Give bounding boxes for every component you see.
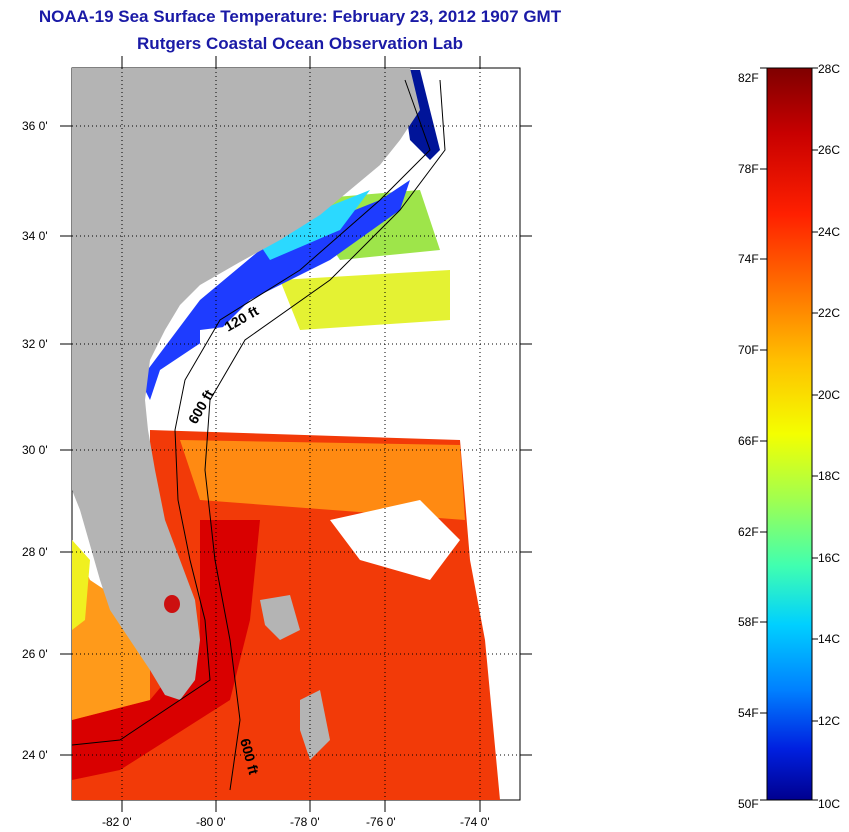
cb-c-14: 14C: [818, 632, 841, 646]
contour-120ft: [72, 79, 431, 746]
lat-label-28: 28 0': [22, 545, 48, 559]
land-bahamas-2: [300, 690, 330, 760]
sst-orange-band: [180, 440, 465, 520]
cb-c-22: 22C: [818, 306, 841, 320]
cb-f-82: 82F: [738, 71, 759, 85]
cb-c-12: 12C: [818, 714, 841, 728]
cb-c-28: 28C: [818, 62, 841, 76]
sst-yellow-patches: [280, 270, 450, 330]
lat-label-24: 24 0': [22, 748, 48, 762]
cb-c-24: 24C: [818, 225, 841, 239]
cb-f-70: 70F: [738, 343, 759, 357]
figure-subtitle: Rutgers Coastal Ocean Observation Lab: [137, 34, 463, 53]
cloud-patch-2: [330, 500, 460, 580]
lat-label-32: 32 0': [22, 337, 48, 351]
colorbar-ticks: [760, 67, 818, 801]
cb-f-66: 66F: [738, 434, 759, 448]
cb-f-58: 58F: [738, 615, 759, 629]
frame-ticks: [60, 56, 532, 812]
cloud-patches: [200, 320, 450, 430]
lat-label-34: 34 0': [22, 229, 48, 243]
sst-hot-gulfstream: [72, 520, 260, 780]
lat-label-36: 36 0': [22, 119, 48, 133]
cb-c-16: 16C: [818, 551, 841, 565]
contour-600ft: [204, 79, 446, 791]
colorbar: [766, 67, 813, 801]
sst-cold-band: [140, 180, 410, 400]
cb-c-18: 18C: [818, 469, 841, 483]
lon-label-80: -80 0': [196, 815, 226, 829]
cb-c-26: 26C: [818, 143, 841, 157]
lon-label-76: -76 0': [366, 815, 396, 829]
cb-f-62: 62F: [738, 525, 759, 539]
sst-gulf-yellow: [72, 540, 90, 630]
land-bahamas-1: [260, 595, 300, 640]
figure-title: NOAA-19 Sea Surface Temperature: Februar…: [38, 7, 562, 26]
lon-label-82: -82 0': [102, 815, 132, 829]
cb-c-20: 20C: [818, 388, 841, 402]
cb-f-78: 78F: [738, 162, 759, 176]
sst-gulf-west: [72, 540, 150, 720]
cb-f-50: 50F: [738, 797, 759, 811]
lon-label-74: -74 0': [460, 815, 490, 829]
lat-label-26: 26 0': [22, 647, 48, 661]
lake-okeechobee: [164, 595, 180, 613]
land-mainland: [72, 68, 420, 700]
graticule: [72, 68, 520, 800]
cb-f-54: 54F: [738, 706, 759, 720]
cb-c-10: 10C: [818, 797, 841, 811]
lat-label-30: 30 0': [22, 443, 48, 457]
cb-f-74: 74F: [738, 252, 759, 266]
lon-label-78: -78 0': [290, 815, 320, 829]
